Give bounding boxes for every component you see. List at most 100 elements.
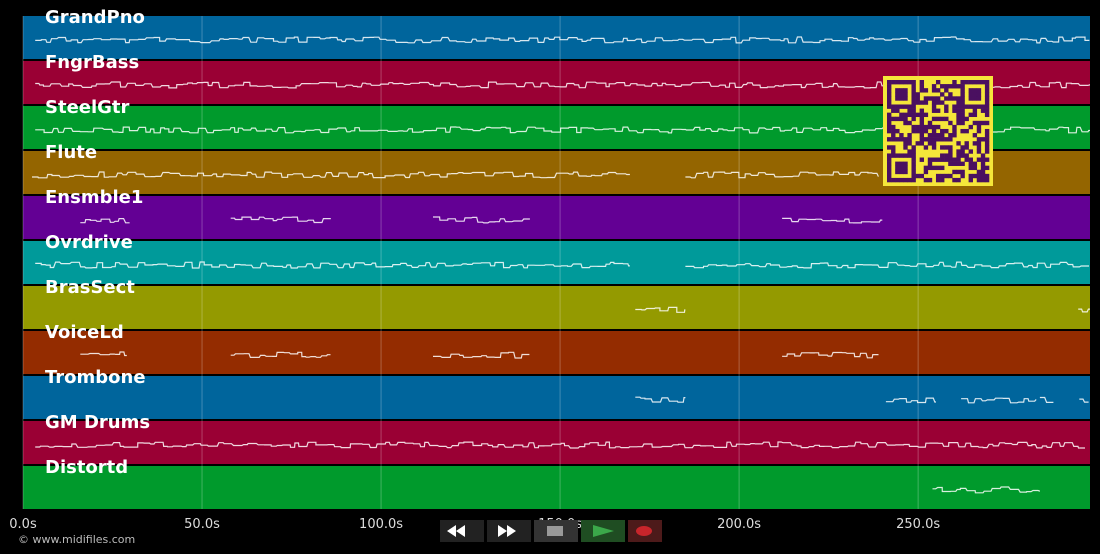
qr-cell <box>972 120 978 126</box>
qr-cell <box>948 84 953 89</box>
qr-cell <box>927 157 933 162</box>
qr-cell <box>952 80 957 85</box>
track-band <box>23 196 1090 239</box>
qr-cell <box>923 137 929 142</box>
qr-cell <box>940 92 945 97</box>
qr-cell <box>952 157 957 162</box>
qr-cell <box>935 124 941 130</box>
qr-cell <box>911 84 916 89</box>
qr-cell <box>927 137 933 142</box>
qr-cell <box>956 116 961 122</box>
qr-cell <box>960 112 965 118</box>
track-band <box>23 286 1090 329</box>
qr-cell <box>899 137 904 142</box>
qr-cell <box>960 161 965 166</box>
qr-cell <box>984 104 990 109</box>
qr-cell <box>956 161 961 166</box>
qr-cell <box>952 133 957 138</box>
qr-cell <box>956 149 961 154</box>
note-span <box>80 351 127 357</box>
qr-cell <box>907 153 912 158</box>
qr-cell <box>968 161 973 166</box>
note-span <box>433 216 530 224</box>
qr-cell <box>944 116 949 122</box>
qr-cell <box>964 157 969 162</box>
qr-cell <box>903 80 908 85</box>
qr-cell <box>984 173 990 179</box>
qr-cell <box>919 137 925 142</box>
qr-cell <box>895 165 900 171</box>
qr-cell <box>960 88 965 93</box>
qr-code <box>883 76 993 186</box>
qr-cell <box>891 145 896 150</box>
qr-cell <box>976 173 982 179</box>
qr-cell <box>976 137 982 142</box>
qr-cell <box>968 92 973 97</box>
qr-cell <box>931 124 937 130</box>
qr-cell <box>919 141 925 146</box>
qr-cell <box>887 92 892 97</box>
qr-cell <box>931 133 937 138</box>
qr-cell <box>980 104 986 109</box>
qr-cell <box>919 116 925 122</box>
track-name: Distortd <box>45 457 128 478</box>
qr-cell <box>895 161 900 166</box>
qr-cell <box>911 104 916 109</box>
qr-cell <box>944 96 949 101</box>
qr-cell <box>956 169 961 175</box>
qr-cell <box>956 104 961 109</box>
qr-cell <box>960 96 965 101</box>
qr-cell <box>923 100 929 105</box>
qr-cell <box>964 128 969 134</box>
qr-cell <box>907 80 912 85</box>
qr-cell <box>968 157 973 162</box>
qr-cell <box>976 141 982 146</box>
qr-cell <box>960 116 965 122</box>
note-span <box>685 261 1089 269</box>
x-tick-label: 250.0s <box>896 517 940 532</box>
rewind-icon <box>447 525 465 537</box>
qr-cell <box>903 104 908 109</box>
qr-cell <box>887 137 892 142</box>
qr-cell <box>956 120 961 126</box>
qr-cell <box>887 169 892 175</box>
note-span <box>932 486 1040 494</box>
qr-cell <box>903 88 908 93</box>
qr-cell <box>952 84 957 89</box>
qr-cell <box>903 116 908 122</box>
qr-cell <box>948 161 953 166</box>
note-span <box>635 396 686 403</box>
track-name: BrasSect <box>45 277 135 298</box>
qr-cell <box>931 88 937 93</box>
qr-cell <box>948 157 953 162</box>
qr-cell <box>931 165 937 171</box>
qr-cell <box>895 96 900 101</box>
qr-cell <box>968 149 973 154</box>
qr-cell <box>891 104 896 109</box>
qr-cell <box>984 128 990 134</box>
qr-cell <box>944 84 949 89</box>
qr-cell <box>915 128 920 134</box>
note-span <box>35 441 1085 449</box>
qr-cell <box>907 108 912 113</box>
qr-cell <box>940 157 945 162</box>
qr-cell <box>887 128 892 134</box>
qr-cell <box>935 173 941 179</box>
note-span <box>685 171 879 179</box>
qr-cell <box>976 120 982 126</box>
qr-cell <box>903 161 908 166</box>
qr-cell <box>948 137 953 142</box>
qr-cell <box>984 108 990 113</box>
track-name: Ensmble1 <box>45 187 143 208</box>
qr-cell <box>944 157 949 162</box>
qr-cell <box>911 145 916 150</box>
qr-cell <box>984 157 990 162</box>
qr-cell <box>944 137 949 142</box>
qr-cell <box>956 108 961 113</box>
note-span <box>885 397 936 404</box>
qr-cell <box>931 141 937 146</box>
qr-cell <box>952 96 957 101</box>
qr-cell <box>984 112 990 118</box>
